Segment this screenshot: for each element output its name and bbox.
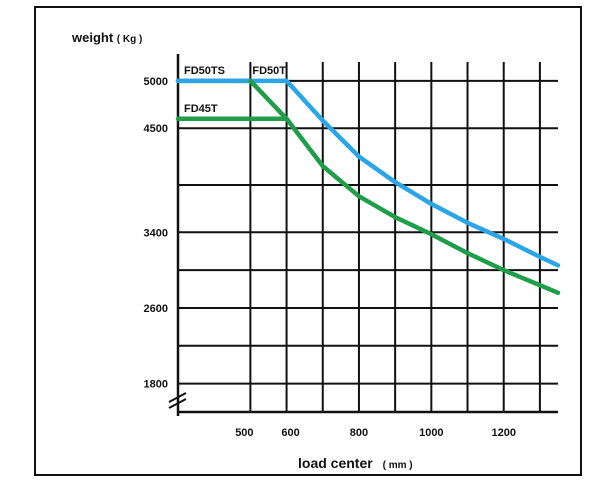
- series-line-segment-3: [248, 78, 289, 122]
- y-axis-label: weight ( Kg ): [71, 30, 142, 45]
- axis-break-icon: [168, 392, 187, 409]
- y-tick-label: 4500: [144, 123, 168, 135]
- x-tick-label: 1000: [419, 427, 443, 439]
- labels: weight ( Kg ) load center ( mm ): [71, 30, 413, 471]
- y-tick-label: 2600: [144, 303, 168, 315]
- chart-frame: FD50TS FD50T FD45T 1800 2600 3400 4500 5000 500…: [34, 6, 582, 476]
- x-tick-label: 800: [350, 427, 368, 439]
- series-label-fd50ts: FD50TS: [184, 65, 225, 77]
- x-tick-label: 500: [235, 427, 253, 439]
- load-chart: FD50TS FD50T FD45T 1800 2600 3400 4500 5000 500…: [71, 30, 561, 471]
- y-tick-label: 5000: [144, 76, 168, 88]
- y-tick-label: 3400: [144, 227, 168, 239]
- series-line-fd50t: [175, 78, 561, 268]
- break-line-2: [168, 398, 187, 409]
- tick-labels: 1800 2600 3400 4500 5000 500 600 800 1000 1200: [144, 76, 516, 439]
- x-axis-label: load center ( mm ): [298, 455, 413, 471]
- grid: [176, 54, 558, 416]
- series-line-fd45t: [175, 116, 561, 296]
- x-tick-label: 600: [281, 427, 299, 439]
- break-line-1: [168, 392, 187, 403]
- x-tick-label: 1200: [491, 427, 515, 439]
- series-lines: FD50TS FD50T FD45T: [175, 65, 561, 296]
- y-tick-label: 1800: [144, 379, 168, 391]
- series-label-fd50t: FD50T: [252, 65, 286, 77]
- series-label-fd45t: FD45T: [184, 103, 218, 115]
